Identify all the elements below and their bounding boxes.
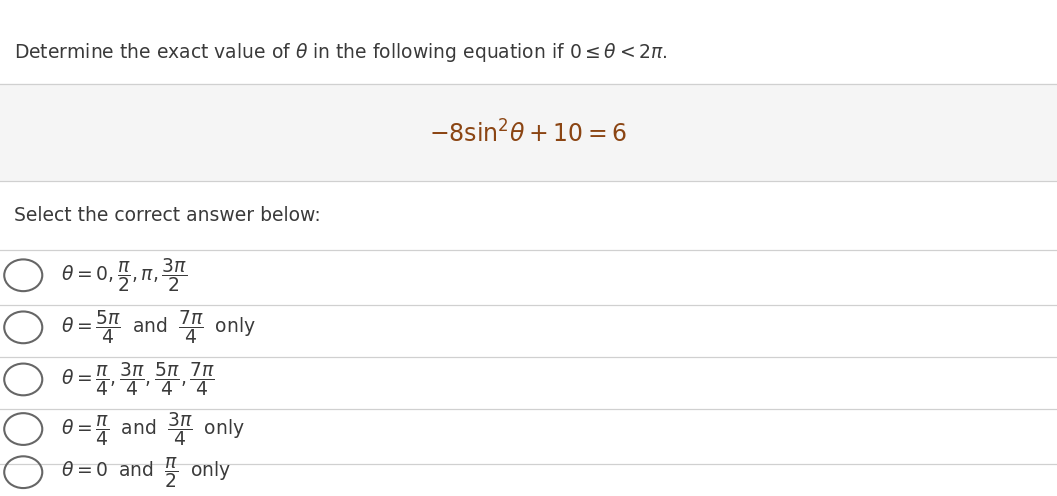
- Text: $\theta = \dfrac{\pi}{4}, \dfrac{3\pi}{4}, \dfrac{5\pi}{4}, \dfrac{7\pi}{4}$: $\theta = \dfrac{\pi}{4}, \dfrac{3\pi}{4…: [61, 361, 216, 398]
- Text: $\theta = 0, \dfrac{\pi}{2}, \pi, \dfrac{3\pi}{2}$: $\theta = 0, \dfrac{\pi}{2}, \pi, \dfrac…: [61, 256, 187, 294]
- Text: $\theta = \dfrac{\pi}{4}\;$ and $\;\dfrac{3\pi}{4}\;$ only: $\theta = \dfrac{\pi}{4}\;$ and $\;\dfra…: [61, 410, 245, 448]
- Bar: [0, 181, 1057, 496]
- Text: $-8\sin^2\!\theta+10=6$: $-8\sin^2\!\theta+10=6$: [429, 121, 628, 147]
- Text: $\theta = \dfrac{5\pi}{4}\;$ and $\;\dfrac{7\pi}{4}\;$ only: $\theta = \dfrac{5\pi}{4}\;$ and $\;\dfr…: [61, 309, 257, 346]
- Text: $\theta = 0\;$ and $\;\dfrac{\pi}{2}\;$ only: $\theta = 0\;$ and $\;\dfrac{\pi}{2}\;$ …: [61, 455, 231, 490]
- Bar: [0, 84, 1057, 181]
- Bar: [0, 0, 1057, 84]
- Text: Select the correct answer below:: Select the correct answer below:: [14, 206, 320, 225]
- Text: Determine the exact value of $\theta$ in the following equation if $0 \leq \thet: Determine the exact value of $\theta$ in…: [14, 41, 667, 63]
